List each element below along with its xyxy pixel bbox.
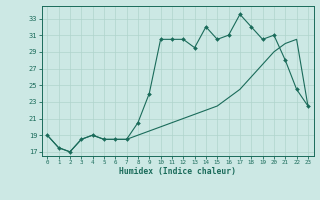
X-axis label: Humidex (Indice chaleur): Humidex (Indice chaleur): [119, 167, 236, 176]
